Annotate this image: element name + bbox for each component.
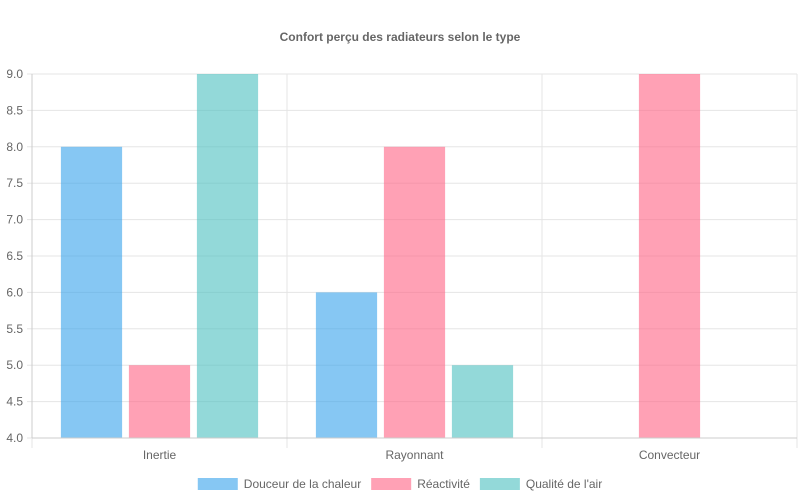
- bar: [60, 146, 123, 439]
- y-tick-label: 7.0: [6, 213, 23, 227]
- bar: [451, 365, 514, 438]
- x-tick-label: Inertie: [143, 448, 177, 462]
- legend-label: Réactivité: [417, 477, 470, 491]
- y-tick-label: 6.5: [6, 249, 23, 263]
- bar: [196, 74, 259, 438]
- y-tick-label: 8.0: [6, 140, 23, 154]
- bar: [638, 74, 701, 438]
- legend-swatch: [479, 478, 520, 490]
- legend: Douceur de la chaleur Réactivité Qualité d…: [197, 477, 602, 491]
- y-tick-label: 8.5: [6, 103, 23, 117]
- x-tick-label: Convecteur: [639, 448, 700, 462]
- chart-title: Confort perçu des radiateurs selon le ty…: [280, 30, 521, 44]
- y-tick-label: 5.0: [6, 358, 23, 372]
- legend-label: Douceur de la chaleur: [244, 477, 361, 491]
- y-tick-label: 4.5: [6, 395, 23, 409]
- y-tick-label: 7.5: [6, 176, 23, 190]
- y-tick-label: 4.0: [6, 431, 23, 445]
- legend-swatch: [197, 478, 238, 490]
- bar: [315, 292, 378, 438]
- y-tick-label: 5.5: [6, 322, 23, 336]
- axes: 4.0 4.5 5.0 5.5 6.0 6.5 7.0 7.5 8.0 8.5 9.0 Inertie…: [6, 67, 797, 462]
- x-tick-label: Rayonnant: [385, 448, 444, 462]
- bars-group: [60, 74, 701, 439]
- legend-swatch: [371, 478, 412, 490]
- legend-label: Qualité de l'air: [526, 477, 602, 491]
- bar: [383, 146, 446, 439]
- bar: [128, 365, 191, 438]
- y-tick-label: 9.0: [6, 67, 23, 81]
- y-tick-label: 6.0: [6, 285, 23, 299]
